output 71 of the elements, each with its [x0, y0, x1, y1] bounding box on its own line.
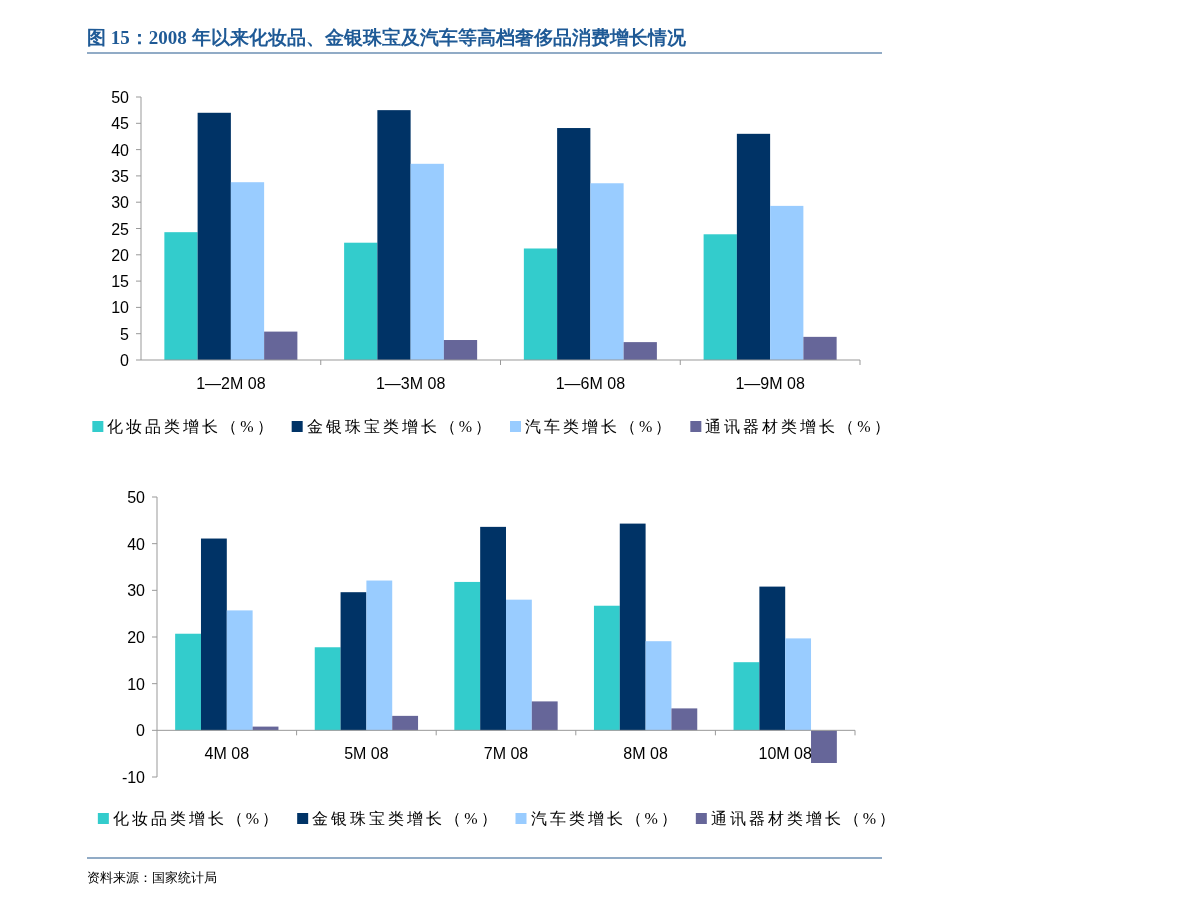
y-tick-label: 20 [111, 246, 130, 264]
bar [264, 331, 298, 360]
bar [557, 128, 591, 360]
y-tick-label: 0 [120, 352, 130, 369]
bar [175, 633, 201, 731]
y-tick-label: 0 [136, 722, 146, 740]
bar [645, 641, 672, 731]
y-tick-label: 45 [111, 115, 130, 133]
y-tick-label: 40 [127, 535, 146, 553]
legend-label: 化妆品类增长（%） [107, 418, 276, 435]
bar [506, 599, 532, 731]
bar [344, 242, 378, 360]
y-tick-label: 30 [111, 194, 130, 212]
legend-label: 金银珠宝类增长（%） [306, 418, 494, 435]
bar [366, 580, 393, 731]
legend-label: 化妆品类增长（%） [112, 810, 282, 827]
bar [593, 605, 620, 731]
bar [377, 110, 411, 360]
bar [803, 336, 837, 360]
y-tick-label: 50 [111, 89, 130, 106]
bar [736, 133, 771, 360]
bar [410, 163, 444, 360]
bar [785, 638, 812, 731]
bar [164, 232, 198, 360]
legend-label: 汽车类增长（%） [530, 810, 680, 827]
x-tick-label: 4M 08 [204, 745, 250, 763]
y-tick-label: -10 [121, 769, 146, 786]
legend-label: 通讯器材类增长（%） [710, 810, 899, 827]
bar [314, 647, 341, 731]
text: 资料来源：国家统计局 [87, 870, 217, 885]
bar [770, 205, 804, 360]
bar [226, 610, 253, 731]
bar [392, 715, 419, 731]
bar [703, 234, 737, 360]
bar [480, 526, 506, 731]
bar [590, 183, 624, 360]
bar [230, 182, 265, 360]
y-tick-label: 15 [111, 273, 130, 291]
y-tick-label: 35 [111, 167, 130, 185]
bar [671, 708, 698, 731]
y-tick-label: 25 [111, 220, 130, 238]
bar [619, 523, 646, 731]
y-tick-label: 40 [111, 141, 130, 159]
legend-label: 汽车类增长（%） [525, 418, 675, 435]
x-tick-label: 1—9M 08 [735, 375, 805, 392]
bar [759, 586, 786, 731]
bar [531, 701, 558, 731]
bar [197, 112, 231, 360]
bar [454, 581, 481, 731]
bar [523, 248, 558, 360]
bar [733, 662, 760, 731]
bar [340, 592, 367, 731]
chart-title: 图 15：2008 年以来化妆品、金银珠宝及汽车等高档奢侈品消费增长情况 [87, 27, 687, 48]
y-tick-label: 50 [127, 489, 146, 506]
y-tick-label: 10 [111, 299, 130, 317]
legend-label: 金银珠宝类增长（%） [312, 810, 500, 827]
x-tick-label: 7M 08 [483, 745, 529, 763]
bar [811, 730, 837, 763]
bar [623, 342, 657, 360]
x-tick-label: 5M 08 [344, 745, 389, 763]
bar [200, 538, 227, 731]
x-tick-label: 1—3M 08 [375, 375, 446, 392]
x-tick-label: 1—6M 08 [555, 375, 626, 392]
bar [443, 340, 478, 360]
y-tick-label: 10 [127, 675, 146, 693]
y-tick-label: 5 [120, 325, 130, 343]
y-tick-label: 30 [127, 582, 146, 600]
y-tick-label: 20 [127, 629, 146, 646]
legend-label: 通讯器材类增长（%） [705, 418, 893, 435]
x-tick-label: 8M 08 [623, 745, 668, 763]
x-tick-label: 1—2M 08 [196, 375, 266, 392]
